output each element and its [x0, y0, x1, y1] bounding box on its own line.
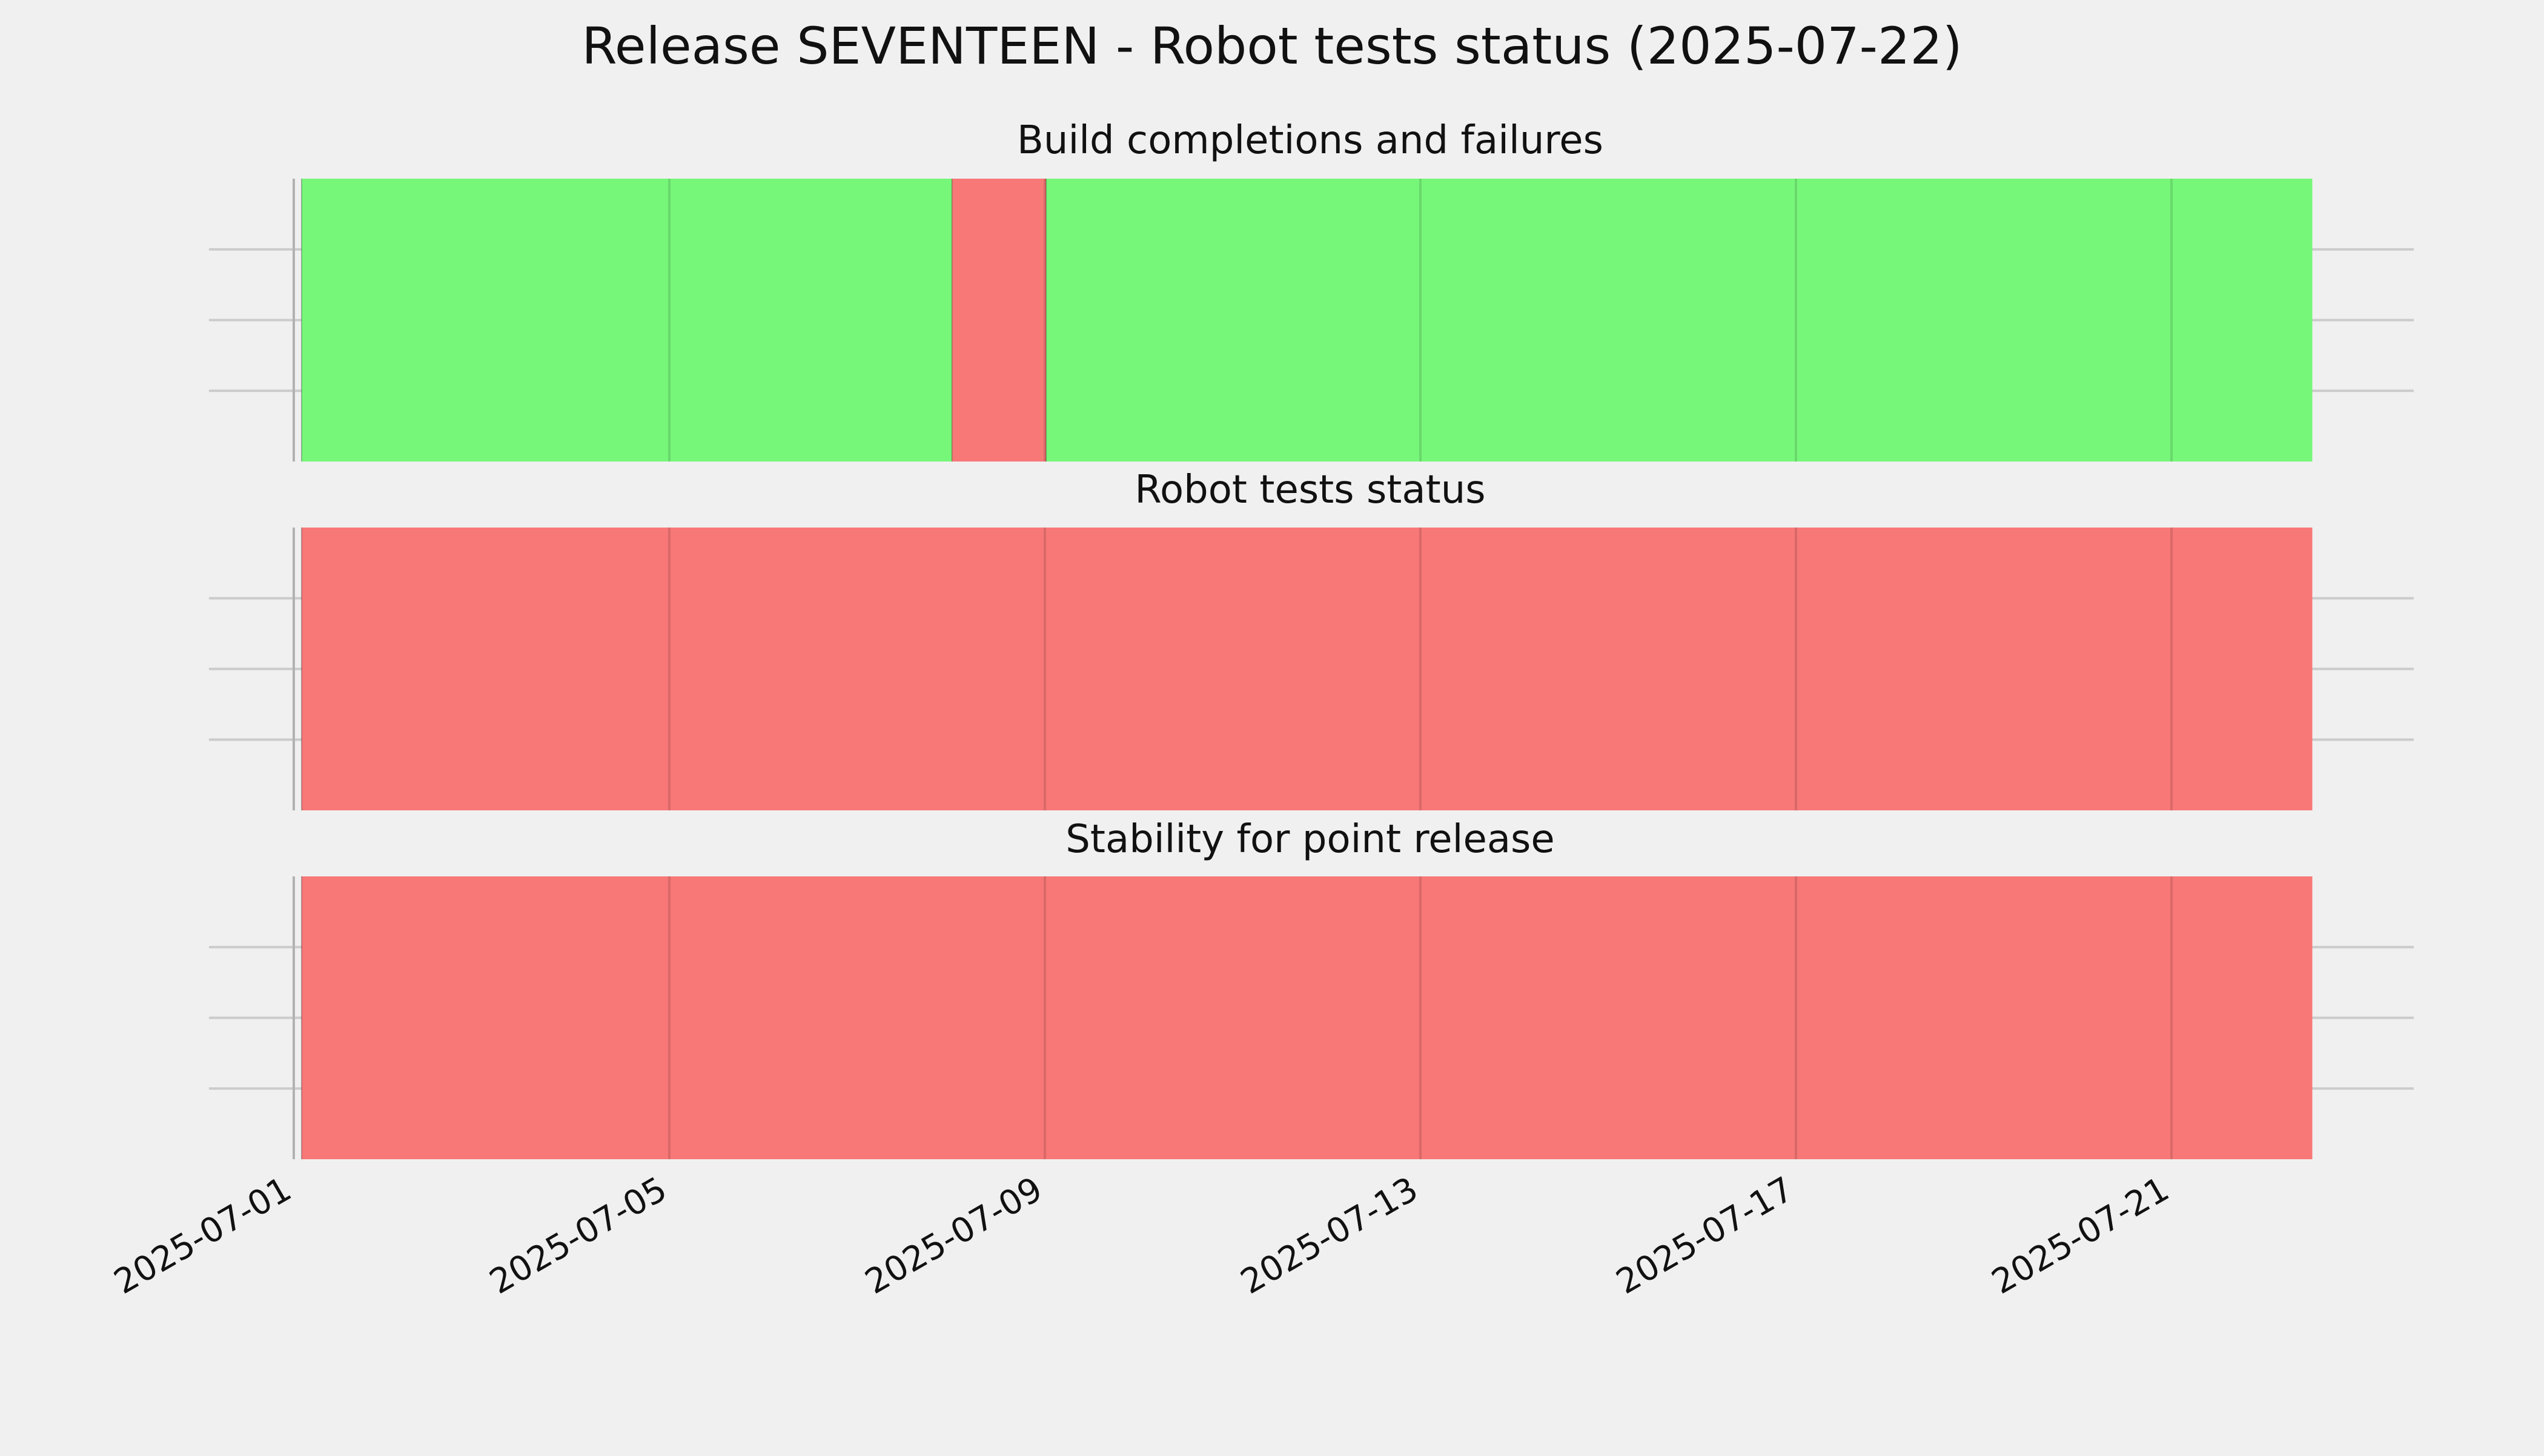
- panel-title: Robot tests status: [1135, 468, 1485, 512]
- panel-1: Build completions and failures: [209, 118, 2414, 462]
- segment-fail: [301, 528, 2313, 810]
- x-tick-label: 2025-07-09: [859, 1170, 1049, 1302]
- segment-pass: [301, 179, 952, 462]
- x-tick-label: 2025-07-05: [483, 1170, 674, 1302]
- segment-pass: [1046, 179, 2313, 462]
- panel-title: Stability for point release: [1065, 817, 1555, 862]
- chart-title: Release SEVENTEEN - Robot tests status (…: [581, 16, 1962, 76]
- segment-fail: [952, 179, 1047, 462]
- x-tick-label: 2025-07-01: [108, 1170, 298, 1302]
- x-tick-label: 2025-07-21: [1986, 1170, 2176, 1302]
- panel-2: Robot tests status: [209, 468, 2414, 810]
- panel-3: Stability for point release: [209, 817, 2414, 1159]
- segment-fail: [301, 876, 2313, 1159]
- x-tick-label: 2025-07-17: [1610, 1170, 1800, 1302]
- panel-title: Build completions and failures: [1017, 118, 1603, 163]
- x-tick-label: 2025-07-13: [1234, 1170, 1425, 1302]
